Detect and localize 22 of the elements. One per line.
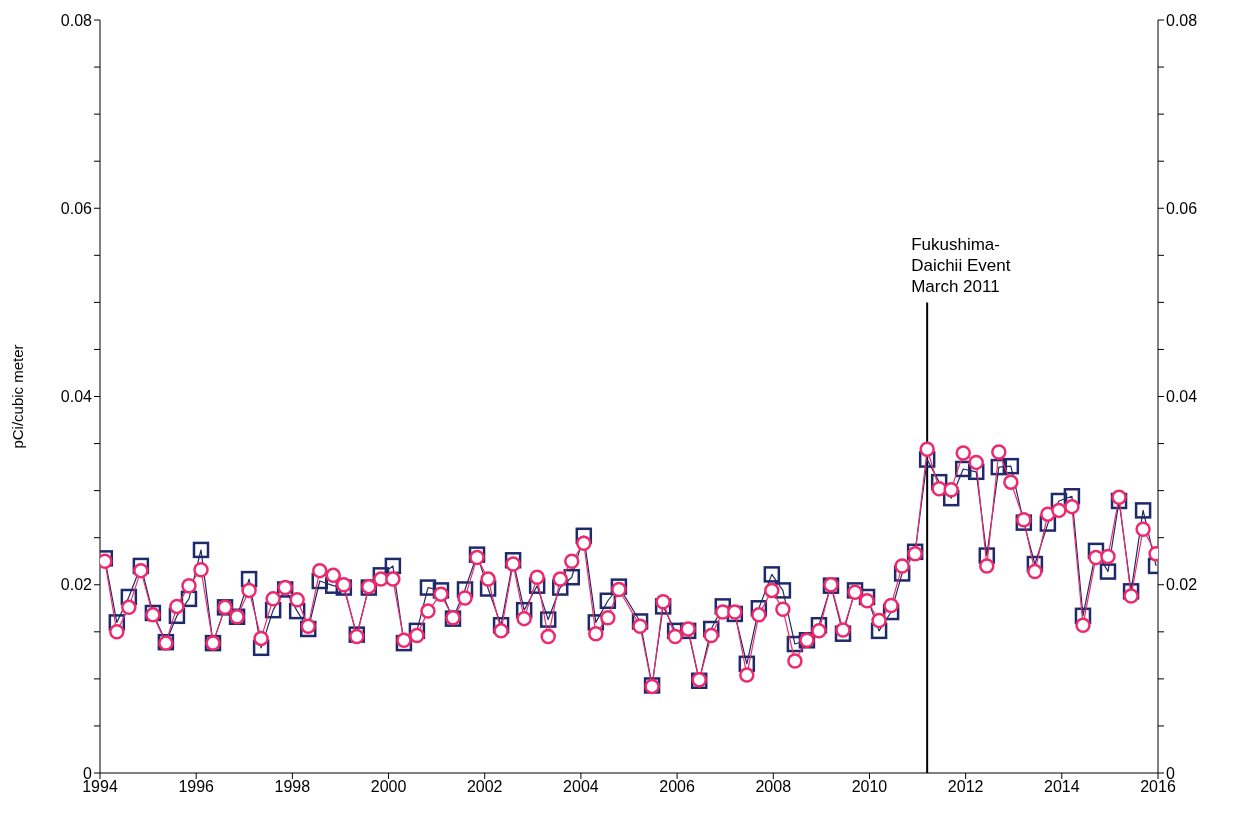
y-tick-label: 0.02 xyxy=(60,576,93,594)
y-tick-label: 0.04 xyxy=(60,388,93,406)
x-tick-label: 2000 xyxy=(370,778,407,796)
x-tick-label: 2006 xyxy=(659,778,695,796)
y2-tick-label: 0.06 xyxy=(1166,199,1198,217)
annotation: Fukushima- Daichii Event March 2011 xyxy=(911,235,1011,297)
y2-tick-label: 0.02 xyxy=(1166,576,1198,594)
y2-tick-label: 0.04 xyxy=(1166,388,1198,406)
x-tick-label: 2014 xyxy=(1044,778,1080,796)
x-tick-label: 2008 xyxy=(755,778,792,796)
x-tick-label: 2010 xyxy=(851,778,888,796)
x-tick-label: 2012 xyxy=(947,778,984,796)
x-tick-label: 2002 xyxy=(466,778,503,796)
x-tick-label: 1996 xyxy=(178,778,215,796)
y-tick-label: 0.06 xyxy=(60,199,93,217)
y-tick-label: 0.08 xyxy=(60,11,93,29)
x-tick-label: 1994 xyxy=(82,778,118,796)
x-tick-label: 1998 xyxy=(274,778,311,796)
y2-tick-label: 0.08 xyxy=(1166,11,1198,29)
x-tick-label: 2016 xyxy=(1140,778,1176,796)
x-tick-label: 2004 xyxy=(563,778,599,796)
y-axis-title: pCi/cubic meter xyxy=(9,344,27,449)
